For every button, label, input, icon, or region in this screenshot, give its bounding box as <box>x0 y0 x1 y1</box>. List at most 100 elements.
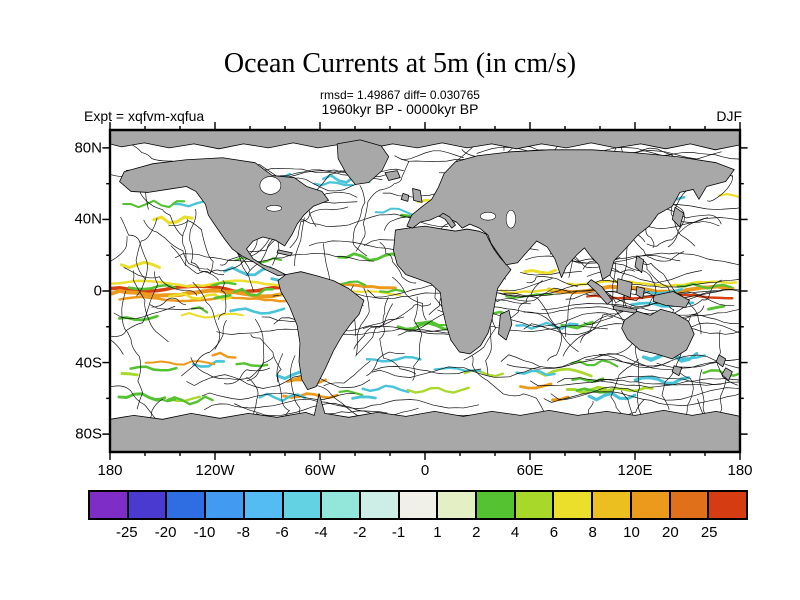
streamline-path <box>523 311 579 352</box>
streamline-path <box>246 318 265 382</box>
current-band <box>129 365 178 372</box>
land-japan <box>671 206 685 228</box>
streamline-path <box>218 280 227 320</box>
streamline-path <box>656 324 740 335</box>
colorbar-cell <box>399 492 439 518</box>
black-sea <box>480 211 496 221</box>
current-band <box>119 260 161 270</box>
colorbar-cell <box>477 492 516 518</box>
land-borneo <box>616 278 633 298</box>
streamline-path <box>294 213 449 228</box>
x-tick-label: 180 <box>97 462 123 479</box>
land-antarctica <box>110 393 740 452</box>
colorbar-tick-label: 25 <box>700 524 718 541</box>
streamline-path <box>366 351 405 376</box>
x-tick-label: 120W <box>195 462 235 479</box>
streamline-path <box>186 374 371 389</box>
colorbar-tick-label: 10 <box>623 524 640 541</box>
streamline-path <box>503 292 563 362</box>
streamline-path <box>120 216 148 297</box>
x-tick-label: 0 <box>420 462 430 479</box>
map-svg <box>102 122 748 460</box>
streamline-path <box>353 303 432 350</box>
y-tick-label: 80S <box>75 425 102 443</box>
streamline-path <box>557 255 681 264</box>
streamline-path <box>610 359 639 426</box>
lakes-layer <box>259 176 516 229</box>
current-band <box>702 369 740 377</box>
colorbar-cell <box>360 492 400 518</box>
colorbar-tick-label: -10 <box>193 524 216 541</box>
streamline-path <box>111 271 159 337</box>
stats-line: rmsd= 1.49867 diff= 0.030765 <box>320 88 480 102</box>
colorbar-cell <box>322 492 361 518</box>
great-lakes <box>266 205 283 212</box>
y-tick-label: 80N <box>74 139 102 157</box>
streamline-path <box>294 217 305 267</box>
colorbar-cell <box>593 492 632 518</box>
streamline-path <box>250 333 282 383</box>
colorbar-cell <box>709 492 746 518</box>
streamline-path <box>661 305 705 410</box>
streamline-path <box>543 391 740 407</box>
current-band <box>341 280 367 287</box>
colorbar-cell <box>631 492 671 518</box>
current-band <box>707 304 726 311</box>
y-tick-label: 0 <box>93 282 102 300</box>
x-tick-label: 60E <box>516 462 544 479</box>
streamline-path <box>181 319 227 377</box>
colorbar-cell <box>206 492 245 518</box>
streamline-path <box>584 353 670 367</box>
streamline-path <box>132 270 169 343</box>
streamline-path <box>565 291 735 307</box>
current-band <box>313 181 354 187</box>
streamline-path <box>355 287 370 357</box>
current-band <box>515 321 579 331</box>
colorbar-tick-label: -20 <box>154 524 177 541</box>
land-iceland <box>384 170 401 181</box>
current-band <box>570 359 619 368</box>
x-tick-label: 180 <box>727 462 753 479</box>
current-band <box>213 293 232 300</box>
colorbar-labels: -25 -20 -10 -8 -6 -4 -2 -1 1 2 4 6 8 10 20 25 <box>88 524 748 544</box>
current-band <box>275 370 302 381</box>
colorbar-tick-label: -1 <box>391 524 406 541</box>
current-band <box>117 392 167 402</box>
streamline-path <box>190 356 274 380</box>
colorbar-cell <box>670 492 710 518</box>
season-label: DJF <box>716 108 742 124</box>
current-band <box>229 307 286 315</box>
land-australia <box>621 308 695 360</box>
map-frame <box>102 122 748 460</box>
axis-ticks-layer <box>102 122 748 460</box>
colorbar-tick-label: -2 <box>353 524 367 541</box>
streamline-path <box>379 297 417 375</box>
land-new-zealand-north <box>715 354 727 368</box>
streamline-path <box>699 369 707 416</box>
streamline-path <box>175 253 375 263</box>
streamline-path <box>126 142 173 162</box>
colorbar-tick-label: -8 <box>236 524 250 541</box>
current-band <box>379 288 405 294</box>
current-band <box>192 360 226 368</box>
streamline-path <box>530 375 722 387</box>
current-band <box>718 192 740 199</box>
colorbar-cell <box>90 492 129 518</box>
land-tasmania <box>671 365 683 377</box>
streamline-path <box>392 276 427 321</box>
x-axis-labels: 180 120W 60W 0 60E 120E 180 <box>97 462 752 480</box>
land-madagascar <box>498 309 513 341</box>
streamline-path <box>123 267 198 296</box>
streamline-path <box>189 209 219 281</box>
streamline-path <box>373 366 482 375</box>
colorbar-tick-label: 6 <box>549 524 559 541</box>
y-tick-label: 40S <box>75 354 102 372</box>
streamline-path <box>352 185 368 257</box>
land-italy <box>438 212 456 229</box>
land-celebes <box>635 286 645 299</box>
streamline-path <box>506 359 737 371</box>
caspian-sea <box>505 209 516 229</box>
streamline-path <box>562 306 632 357</box>
current-band <box>233 287 274 297</box>
